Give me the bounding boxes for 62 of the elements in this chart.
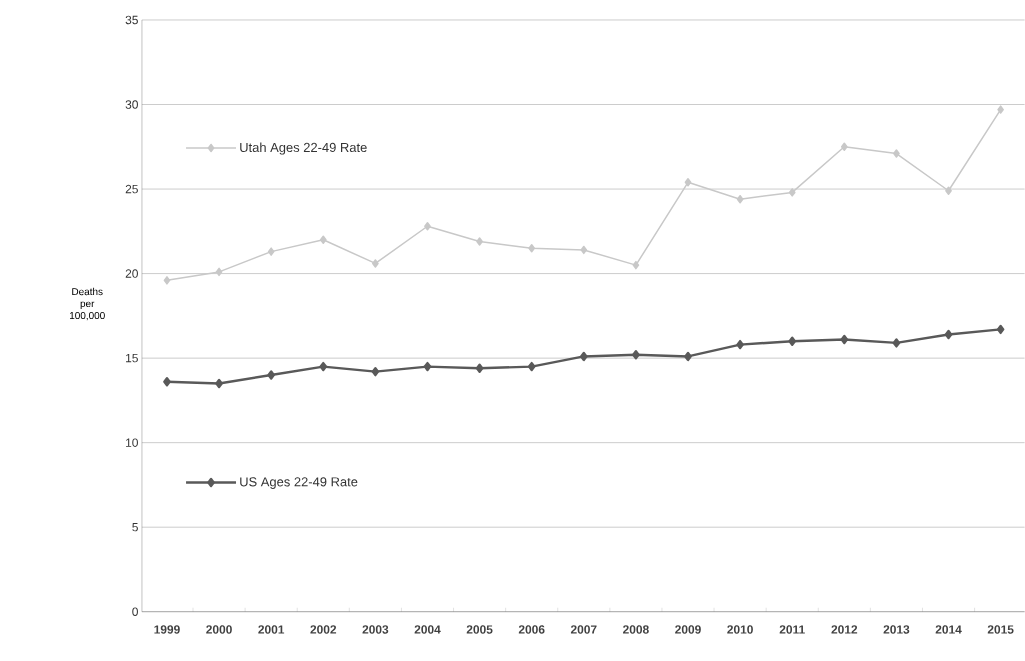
- y-tick-label: 20: [125, 269, 138, 278]
- point: [736, 340, 744, 350]
- point: [423, 362, 432, 372]
- y-tick-label: 30: [125, 100, 138, 109]
- point: [372, 259, 379, 268]
- x-tick-label: 2002: [310, 625, 337, 634]
- point: [945, 186, 952, 196]
- point: [997, 105, 1004, 114]
- point: [319, 362, 328, 372]
- point: [580, 245, 588, 255]
- point: [684, 178, 692, 187]
- x-tick-label: 2000: [206, 625, 232, 634]
- point: [267, 370, 275, 380]
- x-tick-label: 2003: [362, 625, 389, 634]
- point: [215, 378, 223, 389]
- point: [475, 363, 484, 374]
- point: [215, 267, 223, 277]
- x-tick-label: 2014: [935, 625, 962, 634]
- point: [319, 235, 327, 245]
- x-tick-label: 2015: [987, 625, 1014, 634]
- point: [684, 351, 692, 362]
- x-tick-label: 1999: [154, 625, 180, 634]
- point: [267, 247, 275, 256]
- legend-label: US Ages 22-49 Rate: [240, 477, 358, 490]
- x-tick-label: 2012: [831, 625, 858, 634]
- point: [371, 367, 380, 377]
- x-tick-label: 2007: [570, 625, 597, 634]
- point: [788, 336, 797, 347]
- point: [632, 350, 640, 360]
- x-tick-label: 2008: [623, 625, 649, 634]
- y-tick-label: 10: [126, 438, 138, 448]
- y-tick-label: 35: [125, 15, 138, 25]
- y-axis-title: Deaths per 100,000: [70, 287, 105, 321]
- point: [424, 222, 431, 231]
- y-tick-label: 15: [126, 354, 138, 363]
- x-tick-label: 2013: [883, 625, 910, 634]
- x-tick-label: 2009: [675, 625, 701, 634]
- point: [892, 338, 901, 348]
- x-tick-label: 2001: [258, 625, 285, 634]
- point: [579, 351, 588, 362]
- point: [528, 244, 536, 253]
- y-tick-label: 0: [132, 607, 138, 617]
- point: [788, 188, 796, 197]
- point: [632, 261, 640, 270]
- point: [996, 324, 1005, 335]
- point: [840, 142, 848, 152]
- x-tick-label: 2011: [779, 625, 805, 634]
- x-tick-label: 2004: [414, 625, 441, 634]
- point: [893, 149, 900, 158]
- legend-label: Utah Ages 22-49 Rate: [240, 142, 367, 155]
- y-tick-label: 5: [132, 523, 138, 532]
- point: [840, 334, 849, 345]
- point: [944, 329, 953, 340]
- point: [476, 237, 483, 246]
- point: [163, 276, 171, 285]
- x-tick-label: 2006: [518, 625, 545, 634]
- point: [736, 195, 744, 204]
- x-tick-label: 2010: [727, 625, 753, 634]
- point: [527, 362, 536, 372]
- y-tick-label: 25: [125, 184, 138, 194]
- point: [163, 377, 171, 387]
- x-tick-label: 2005: [466, 625, 493, 634]
